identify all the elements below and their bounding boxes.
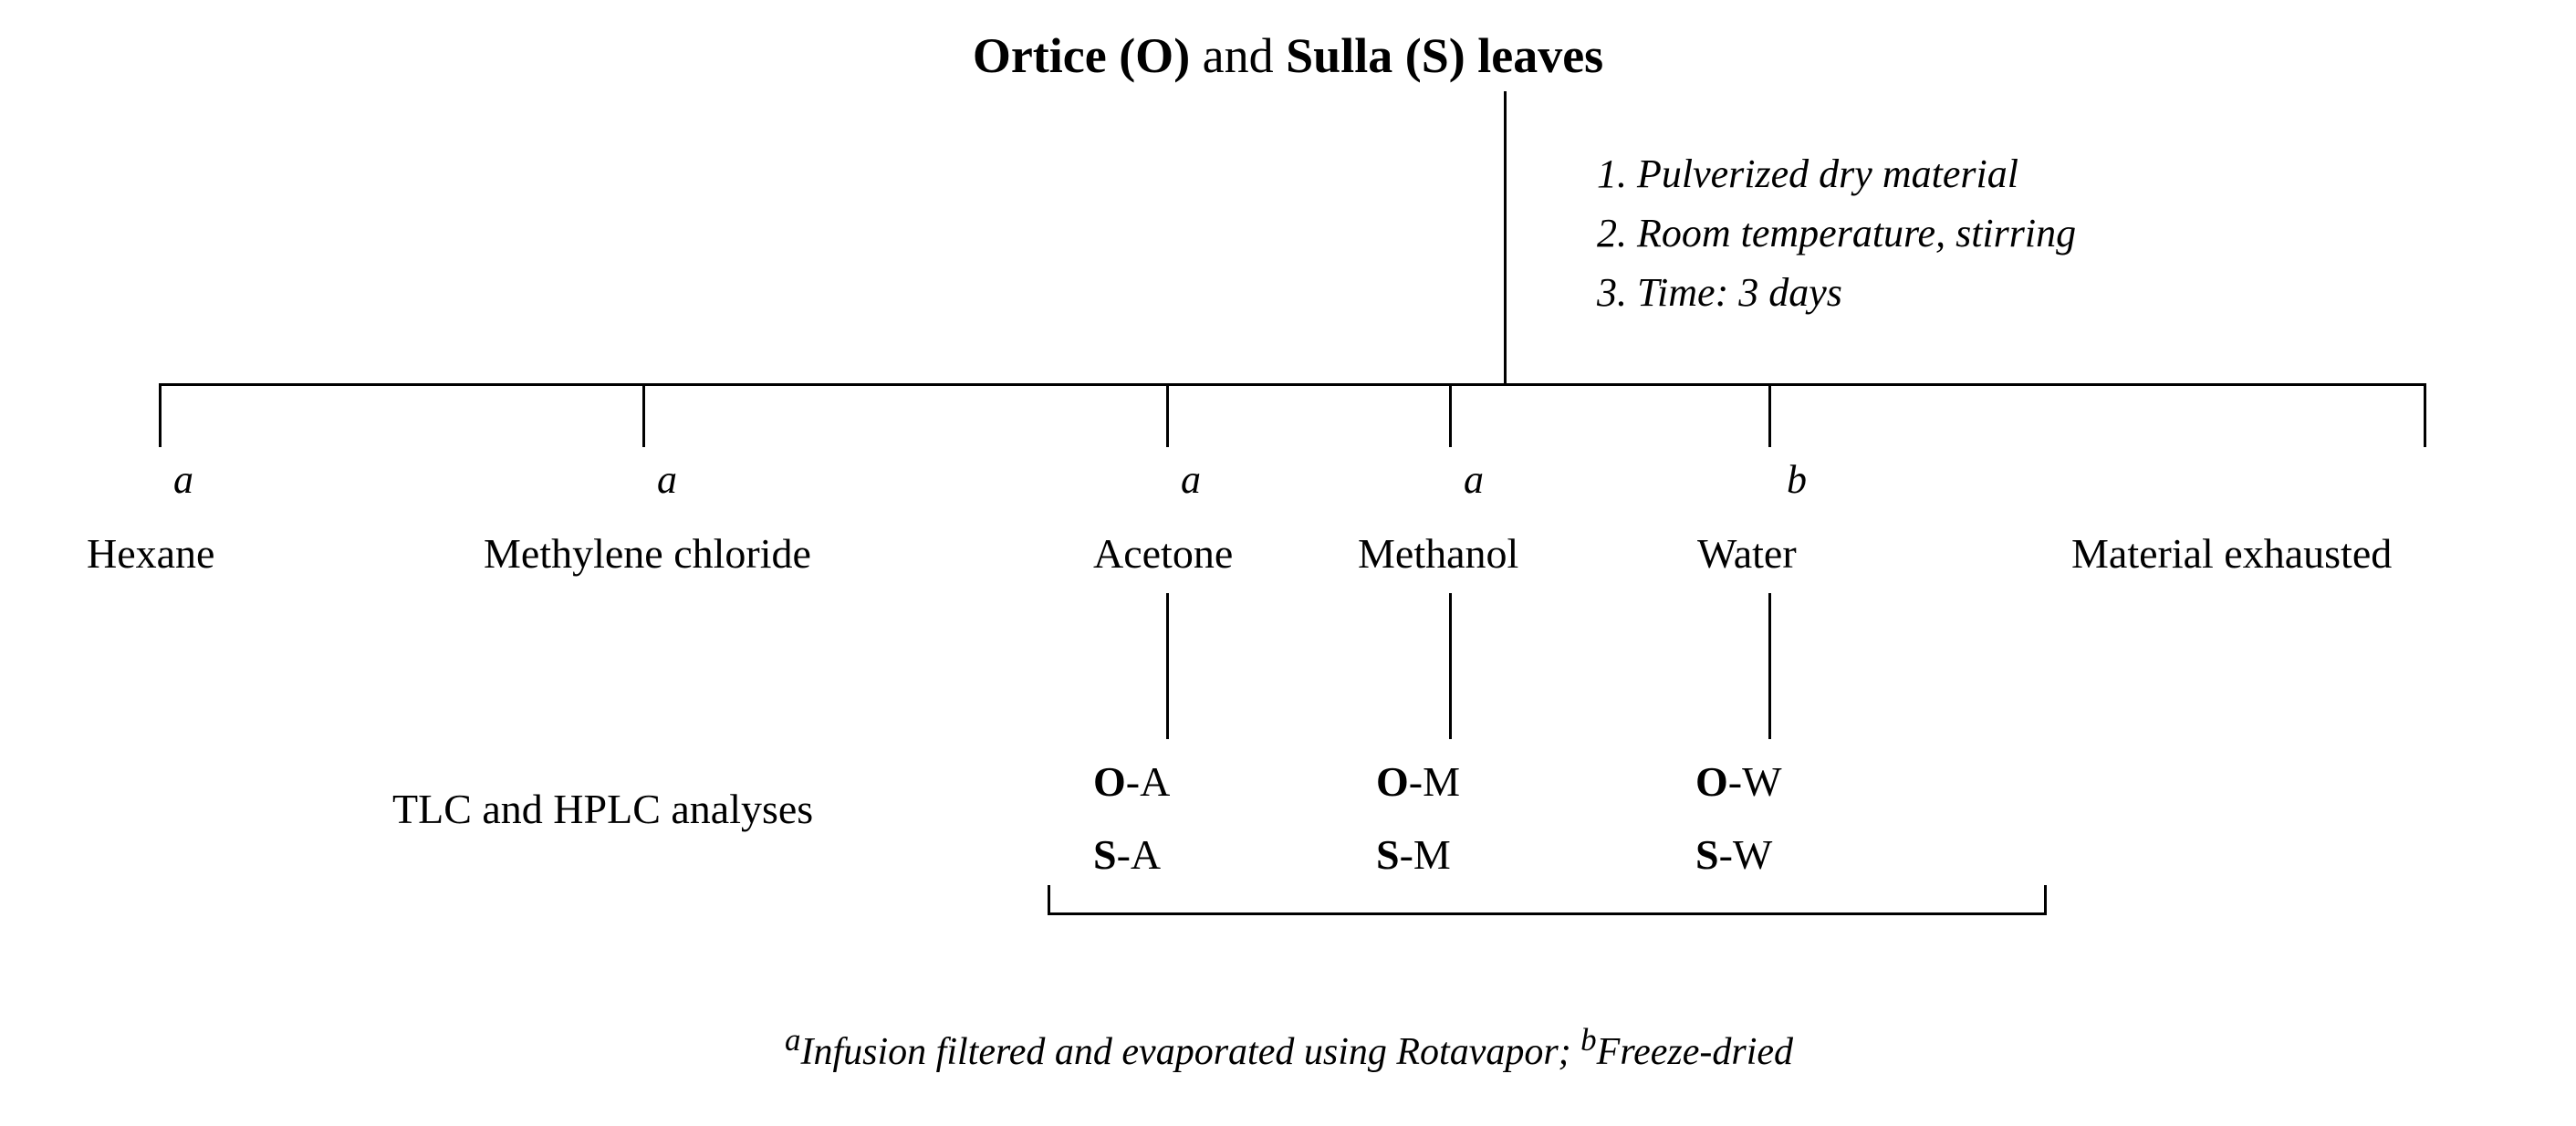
label-hexane: Hexane [87, 529, 214, 578]
label-exhausted: Material exhausted [2071, 529, 2392, 578]
code-water-r2-rest: -W [1719, 831, 1773, 878]
code-acetone-r2-rest: -A [1117, 831, 1162, 878]
label-mcl: Methylene chloride [484, 529, 811, 578]
tick-mcl [642, 383, 645, 447]
label-methanol: Methanol [1358, 529, 1518, 578]
footnote: aInfusion filtered and evaporated using … [785, 1022, 1793, 1074]
code-methanol-row1: O-M [1376, 757, 1460, 806]
tick-hexane [159, 383, 162, 447]
title-species-1: Ortice (O) [973, 28, 1190, 83]
sup-water: b [1787, 456, 1807, 503]
bracket-hbar [1048, 912, 2047, 915]
bracket-left-tick [1048, 885, 1050, 912]
code-acetone-row1: O-A [1093, 757, 1170, 806]
code-methanol-row2: S-M [1376, 830, 1451, 879]
footnote-sup-b: b [1580, 1022, 1597, 1058]
code-water-row1: O-W [1695, 757, 1782, 806]
sup-methanol: a [1464, 456, 1484, 503]
analyses-label: TLC and HPLC analyses [392, 785, 813, 833]
label-water: Water [1697, 529, 1797, 578]
footnote-sup-a: a [785, 1022, 801, 1058]
code-acetone-r2-bold: S [1093, 831, 1117, 878]
code-water-row2: S-W [1695, 830, 1772, 879]
label-acetone: Acetone [1093, 529, 1233, 578]
main-hbar [159, 383, 2426, 386]
mid-water [1768, 593, 1771, 739]
tick-water [1768, 383, 1771, 447]
code-methanol-r2-bold: S [1376, 831, 1400, 878]
code-methanol-r1-bold: O [1376, 758, 1409, 805]
tick-methanol [1449, 383, 1452, 447]
bracket-right-tick [2044, 885, 2047, 912]
diagram-title: Ortice (O) and Sulla (S) leaves [0, 27, 2576, 84]
code-water-r1-bold: O [1695, 758, 1728, 805]
sup-mcl: a [657, 456, 677, 503]
code-acetone-r1-rest: -A [1126, 758, 1171, 805]
title-suffix: leaves [1465, 28, 1603, 83]
mid-acetone [1166, 593, 1169, 739]
code-methanol-r2-rest: -M [1400, 831, 1451, 878]
code-methanol-r1-rest: -M [1409, 758, 1460, 805]
tick-exhausted [2424, 383, 2426, 447]
footnote-text-a: Infusion filtered and evaporated using R… [801, 1031, 1581, 1073]
code-water-r1-rest: -W [1728, 758, 1782, 805]
stem-line [1504, 91, 1507, 383]
condition-2: 2. Room temperature, stirring [1597, 210, 2076, 256]
title-conj: and [1190, 28, 1286, 83]
mid-methanol [1449, 593, 1452, 739]
code-acetone-row2: S-A [1093, 830, 1161, 879]
code-acetone-r1-bold: O [1093, 758, 1126, 805]
sup-hexane: a [173, 456, 193, 503]
tick-acetone [1166, 383, 1169, 447]
sup-acetone: a [1181, 456, 1201, 503]
footnote-text-b: Freeze-dried [1597, 1031, 1793, 1073]
code-water-r2-bold: S [1695, 831, 1719, 878]
condition-3: 3. Time: 3 days [1597, 269, 1842, 316]
condition-1: 1. Pulverized dry material [1597, 151, 2018, 197]
title-species-2: Sulla (S) [1286, 28, 1465, 83]
